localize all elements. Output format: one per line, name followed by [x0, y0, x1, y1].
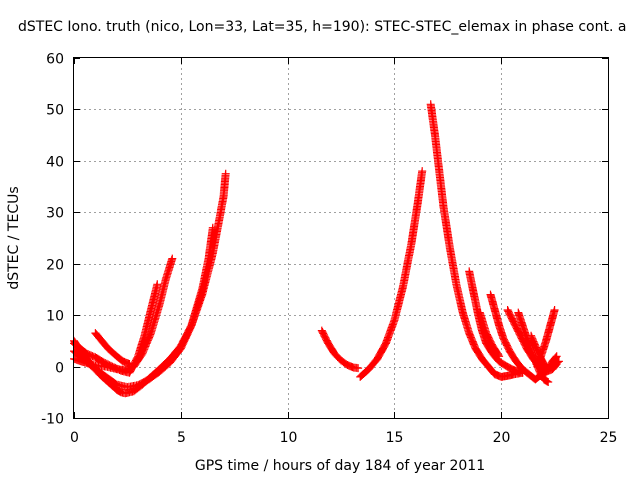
series-13 — [527, 331, 561, 374]
plot-frame — [73, 57, 609, 419]
x-tick-label: 20 — [493, 430, 511, 446]
x-tick-label: 0 — [70, 430, 79, 446]
series-5-points — [317, 326, 363, 373]
x-tick-label: 10 — [280, 430, 298, 446]
series-7 — [426, 100, 527, 381]
x-tick-label: 5 — [177, 430, 186, 446]
series-6 — [356, 167, 427, 381]
y-tick-label: 10 — [46, 309, 64, 325]
tick-layer: 0 5 10 15 20 25 -10 0 10 20 30 40 50 60 — [41, 52, 617, 447]
x-axis-label: GPS time / hours of day 184 of year 2011 — [195, 458, 485, 474]
series-6-points — [356, 167, 427, 381]
y-tick-label: -10 — [41, 412, 64, 428]
y-tick-label: 30 — [46, 206, 64, 222]
y-axis-label: dSTEC / TECUs — [6, 186, 22, 289]
y-tick-label: 40 — [46, 155, 64, 171]
x-tick-label: 15 — [386, 430, 404, 446]
series-14 — [475, 308, 504, 361]
y-tick-label: 20 — [46, 258, 64, 274]
y-tick-label: 60 — [46, 52, 64, 68]
series-4 — [91, 329, 134, 368]
chart-title: dSTEC Iono. truth (nico, Lon=33, Lat=35,… — [18, 19, 626, 35]
y-tick-label: 0 — [55, 361, 64, 377]
series-7-points — [426, 100, 527, 381]
y-tick-label: 50 — [46, 103, 64, 119]
data-layer — [70, 100, 563, 398]
x-tick-label: 25 — [600, 430, 618, 446]
series-5 — [317, 326, 363, 373]
